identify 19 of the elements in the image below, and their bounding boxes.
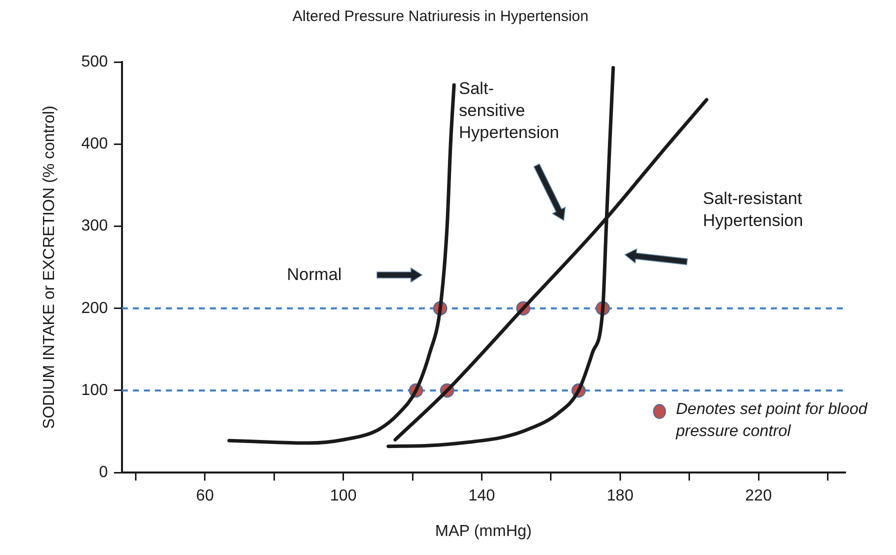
x-axis-title: MAP (mmHg): [435, 522, 532, 540]
y-tick-label: 300: [81, 218, 108, 235]
annotation: Salt-sensitive Hypertension: [458, 78, 560, 144]
y-tick-label: 400: [81, 136, 108, 153]
y-tick-label: 0: [98, 464, 108, 482]
y-tick-label: 500: [81, 53, 108, 70]
x-tick-label: 180: [606, 488, 634, 505]
annotation: Salt-resistant Hypertension: [702, 188, 804, 232]
x-tick-label: 100: [330, 488, 357, 505]
y-tick-label: 200: [81, 300, 108, 317]
legend-label: Denotes set point for blood pressure control: [676, 400, 869, 442]
annotation: Normal: [286, 264, 343, 286]
y-tick-label: 100: [81, 382, 108, 399]
y-axis-title: SODIUM INTAKE or EXCRETION (% control): [41, 106, 58, 429]
x-tick-label: 60: [196, 488, 214, 505]
line-series: [227, 83, 456, 445]
x-tick-label: 140: [468, 488, 496, 505]
chart-title: Altered Pressure Natriuresis in Hypertension: [292, 8, 588, 26]
x-tick-label: 220: [745, 488, 772, 505]
